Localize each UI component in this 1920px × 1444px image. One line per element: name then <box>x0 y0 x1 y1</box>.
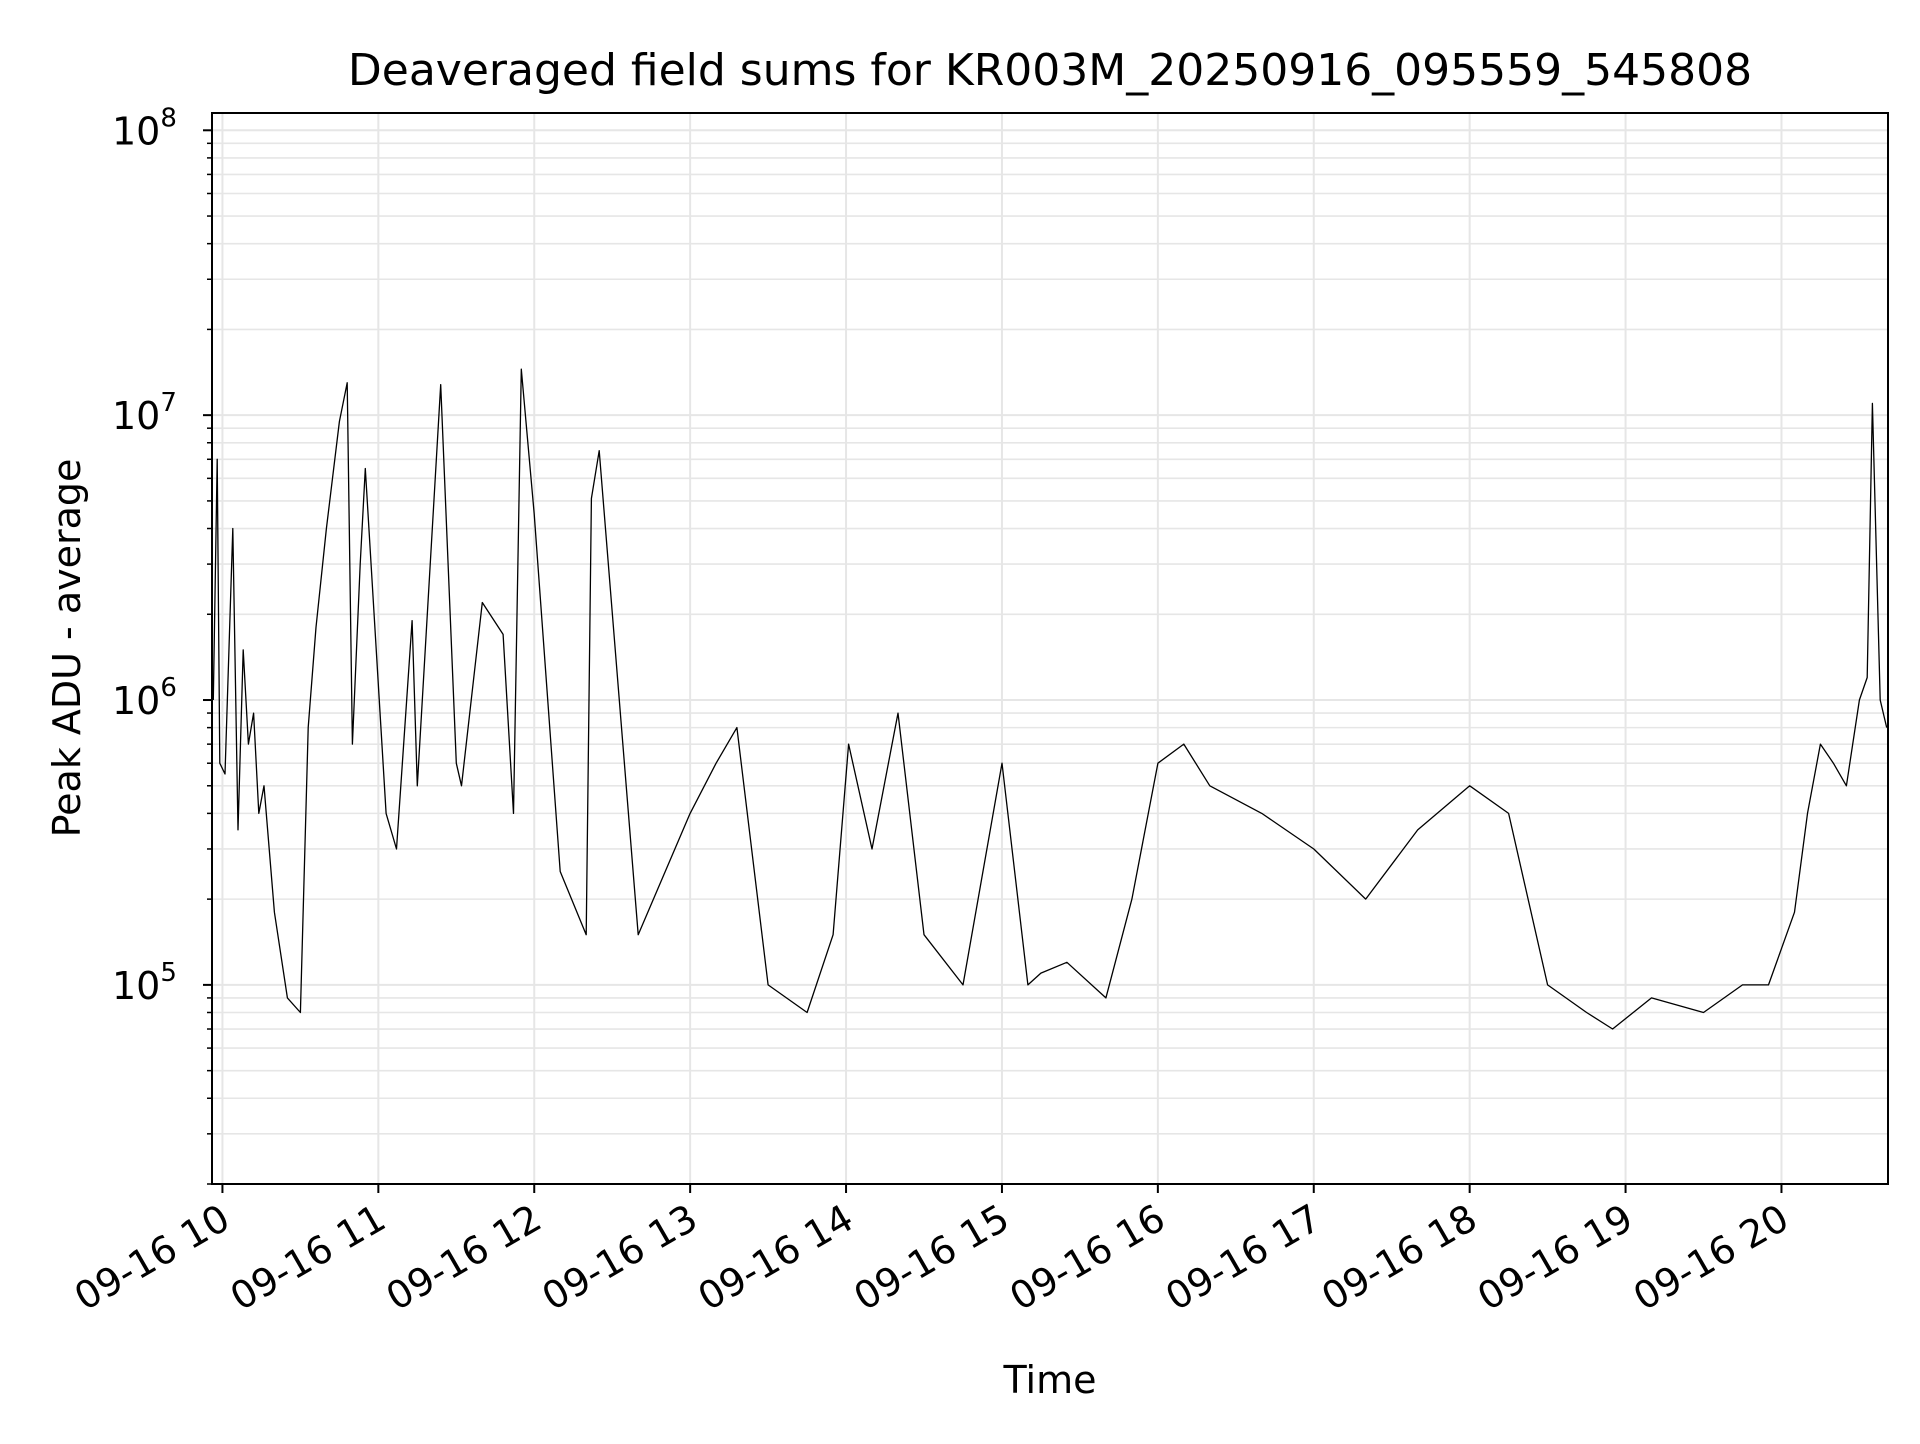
x-axis-label: Time <box>1003 1358 1097 1402</box>
chart-title: Deaveraged field sums for KR003M_2025091… <box>348 45 1752 96</box>
plot-frame <box>211 112 1889 1185</box>
x-tick-label: 09-16 14 <box>691 1196 861 1320</box>
x-tick-label: 09-16 16 <box>1002 1196 1172 1320</box>
x-tick-label: 09-16 17 <box>1158 1196 1328 1320</box>
y-tick-label: 106 <box>112 673 177 723</box>
x-tick-label: 09-16 12 <box>379 1196 549 1320</box>
x-tick-label: 09-16 20 <box>1626 1196 1796 1320</box>
x-tick-label: 09-16 11 <box>223 1196 393 1320</box>
y-tick-label: 105 <box>112 958 177 1008</box>
y-tick-label: 108 <box>112 103 177 153</box>
x-tick-label: 09-16 18 <box>1314 1196 1484 1320</box>
x-tick-label: 09-16 13 <box>535 1196 705 1320</box>
grid-layer <box>212 113 1888 1185</box>
x-tick-label: 09-16 10 <box>67 1196 237 1320</box>
x-tick-label: 09-16 15 <box>846 1196 1016 1320</box>
y-axis-label: Peak ADU - average <box>45 459 89 838</box>
x-tick-label: 09-16 19 <box>1470 1196 1640 1320</box>
y-tick-label: 107 <box>112 388 177 438</box>
series-line <box>212 368 1888 1030</box>
series-layer <box>212 368 1888 1030</box>
